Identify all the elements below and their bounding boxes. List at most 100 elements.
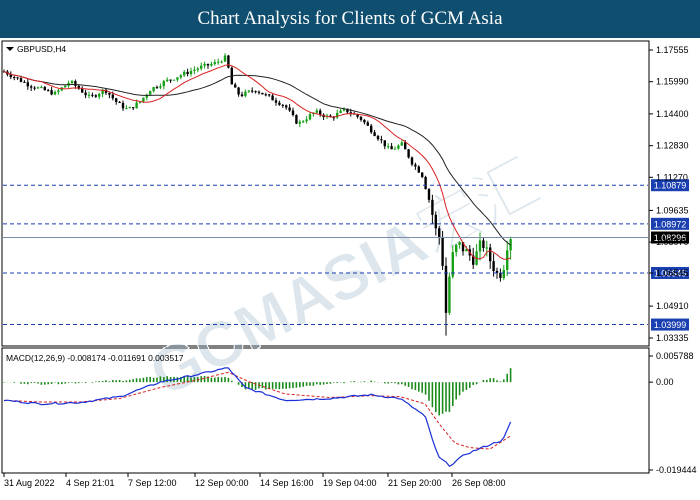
- candle-body: [451, 252, 454, 277]
- candle-body: [387, 146, 390, 148]
- candle-body: [186, 71, 189, 75]
- candle-body: [417, 166, 420, 173]
- candle-body: [47, 90, 50, 92]
- candle-body: [179, 75, 182, 78]
- candle-body: [162, 81, 165, 87]
- time-axis-label: 31 Aug 2022: [4, 478, 55, 488]
- candle-body: [33, 87, 36, 89]
- candle-body: [84, 92, 87, 96]
- time-axis-label: 14 Sep 16:00: [260, 478, 314, 488]
- macd-axis-label: 0.00: [656, 377, 674, 387]
- candle-body: [87, 94, 91, 96]
- candle-body: [315, 110, 318, 113]
- candle-body: [427, 189, 431, 200]
- price-axis-label: 1.03335: [656, 333, 689, 343]
- candle-body: [183, 71, 186, 76]
- price-axis-label: 1.17555: [656, 45, 689, 55]
- candle-body: [159, 86, 162, 88]
- candle-body: [118, 101, 121, 103]
- candle-body: [506, 250, 509, 270]
- chart-title-banner: Chart Analysis for Clients of GCM Asia: [0, 0, 700, 38]
- time-axis-label: 12 Sep 00:00: [195, 478, 249, 488]
- candle-body: [135, 102, 138, 109]
- candle-body: [448, 276, 451, 313]
- candle-body: [376, 135, 380, 140]
- candle-body: [142, 97, 145, 102]
- price-level-value: 1.10879: [654, 181, 687, 191]
- candle-body: [101, 89, 104, 94]
- candle-body: [346, 108, 349, 113]
- candle-body: [288, 107, 291, 111]
- candle-body: [74, 81, 77, 86]
- candle-body: [247, 90, 250, 92]
- candle-body: [285, 105, 288, 108]
- candle-body: [472, 255, 475, 265]
- candle-body: [302, 121, 305, 123]
- candle-body: [421, 172, 424, 177]
- candle-body: [145, 94, 148, 98]
- candle-body: [414, 164, 417, 167]
- time-axis-label: 7 Sep 12:00: [128, 478, 177, 488]
- slow-moving-average-line: [3, 71, 511, 246]
- candle-body: [234, 84, 237, 88]
- dropdown-triangle-icon[interactable]: [6, 47, 14, 51]
- candle-body: [465, 249, 468, 252]
- time-axis-label: 21 Sep 20:00: [388, 478, 442, 488]
- price-axis-label: 1.14400: [656, 109, 689, 119]
- time-axis-label: 4 Sep 21:01: [66, 478, 115, 488]
- price-series-layer: [2, 53, 512, 336]
- price-axis-label: 1.06545: [656, 268, 689, 278]
- candle-body: [502, 269, 505, 278]
- candle-body: [9, 74, 12, 78]
- candle-body: [254, 91, 257, 93]
- candle-body: [380, 139, 383, 141]
- candle-body: [237, 87, 240, 95]
- candle-body: [336, 112, 339, 118]
- price-level-tag: [651, 217, 689, 230]
- candle-body: [458, 242, 461, 245]
- macd-signal-line: [3, 371, 511, 450]
- candle-body: [407, 149, 410, 158]
- time-axis-label: 26 Sep 08:00: [452, 478, 506, 488]
- candle-body: [81, 88, 84, 93]
- candle-body: [291, 110, 295, 116]
- candle-body: [397, 145, 400, 149]
- candle-body: [393, 148, 397, 150]
- candle-body: [461, 242, 465, 252]
- candle-body: [441, 236, 444, 266]
- candle-body: [36, 87, 40, 89]
- candle-body: [203, 63, 206, 66]
- macd-line: [3, 367, 512, 467]
- candle-body: [220, 61, 223, 63]
- candle-body: [193, 69, 196, 71]
- price-level-value: 1.03999: [654, 320, 687, 330]
- candle-body: [30, 86, 33, 88]
- candle-body: [13, 77, 16, 79]
- price-axis-label: 1.15990: [656, 77, 689, 87]
- candle-body: [295, 115, 298, 124]
- macd-label: MACD(12,26,9) -0.008174 -0.011691 0.0035…: [6, 353, 184, 363]
- candle-body: [213, 62, 216, 64]
- candle-body: [264, 94, 267, 96]
- symbol-label: GBPUSD,H4: [17, 44, 66, 54]
- candle-body: [404, 142, 407, 150]
- candle-body: [305, 119, 308, 122]
- candle-body: [189, 70, 193, 75]
- candle-body: [342, 108, 346, 111]
- price-level-tag: [651, 266, 689, 279]
- candle-body: [217, 61, 220, 63]
- candle-body: [40, 87, 43, 89]
- candle-body: [438, 228, 441, 237]
- candle-body: [240, 94, 244, 97]
- candle-body: [424, 176, 427, 190]
- candle-body: [16, 77, 19, 79]
- candle-body: [339, 110, 342, 113]
- price-axis-label: 1.11270: [656, 172, 688, 182]
- macd-panel-frame: [1, 347, 650, 474]
- candle-body: [98, 93, 101, 97]
- candle-body: [349, 112, 352, 114]
- candle-body: [26, 82, 29, 87]
- candle-body: [57, 90, 60, 92]
- candle-body: [356, 114, 359, 117]
- candle-body: [206, 63, 210, 66]
